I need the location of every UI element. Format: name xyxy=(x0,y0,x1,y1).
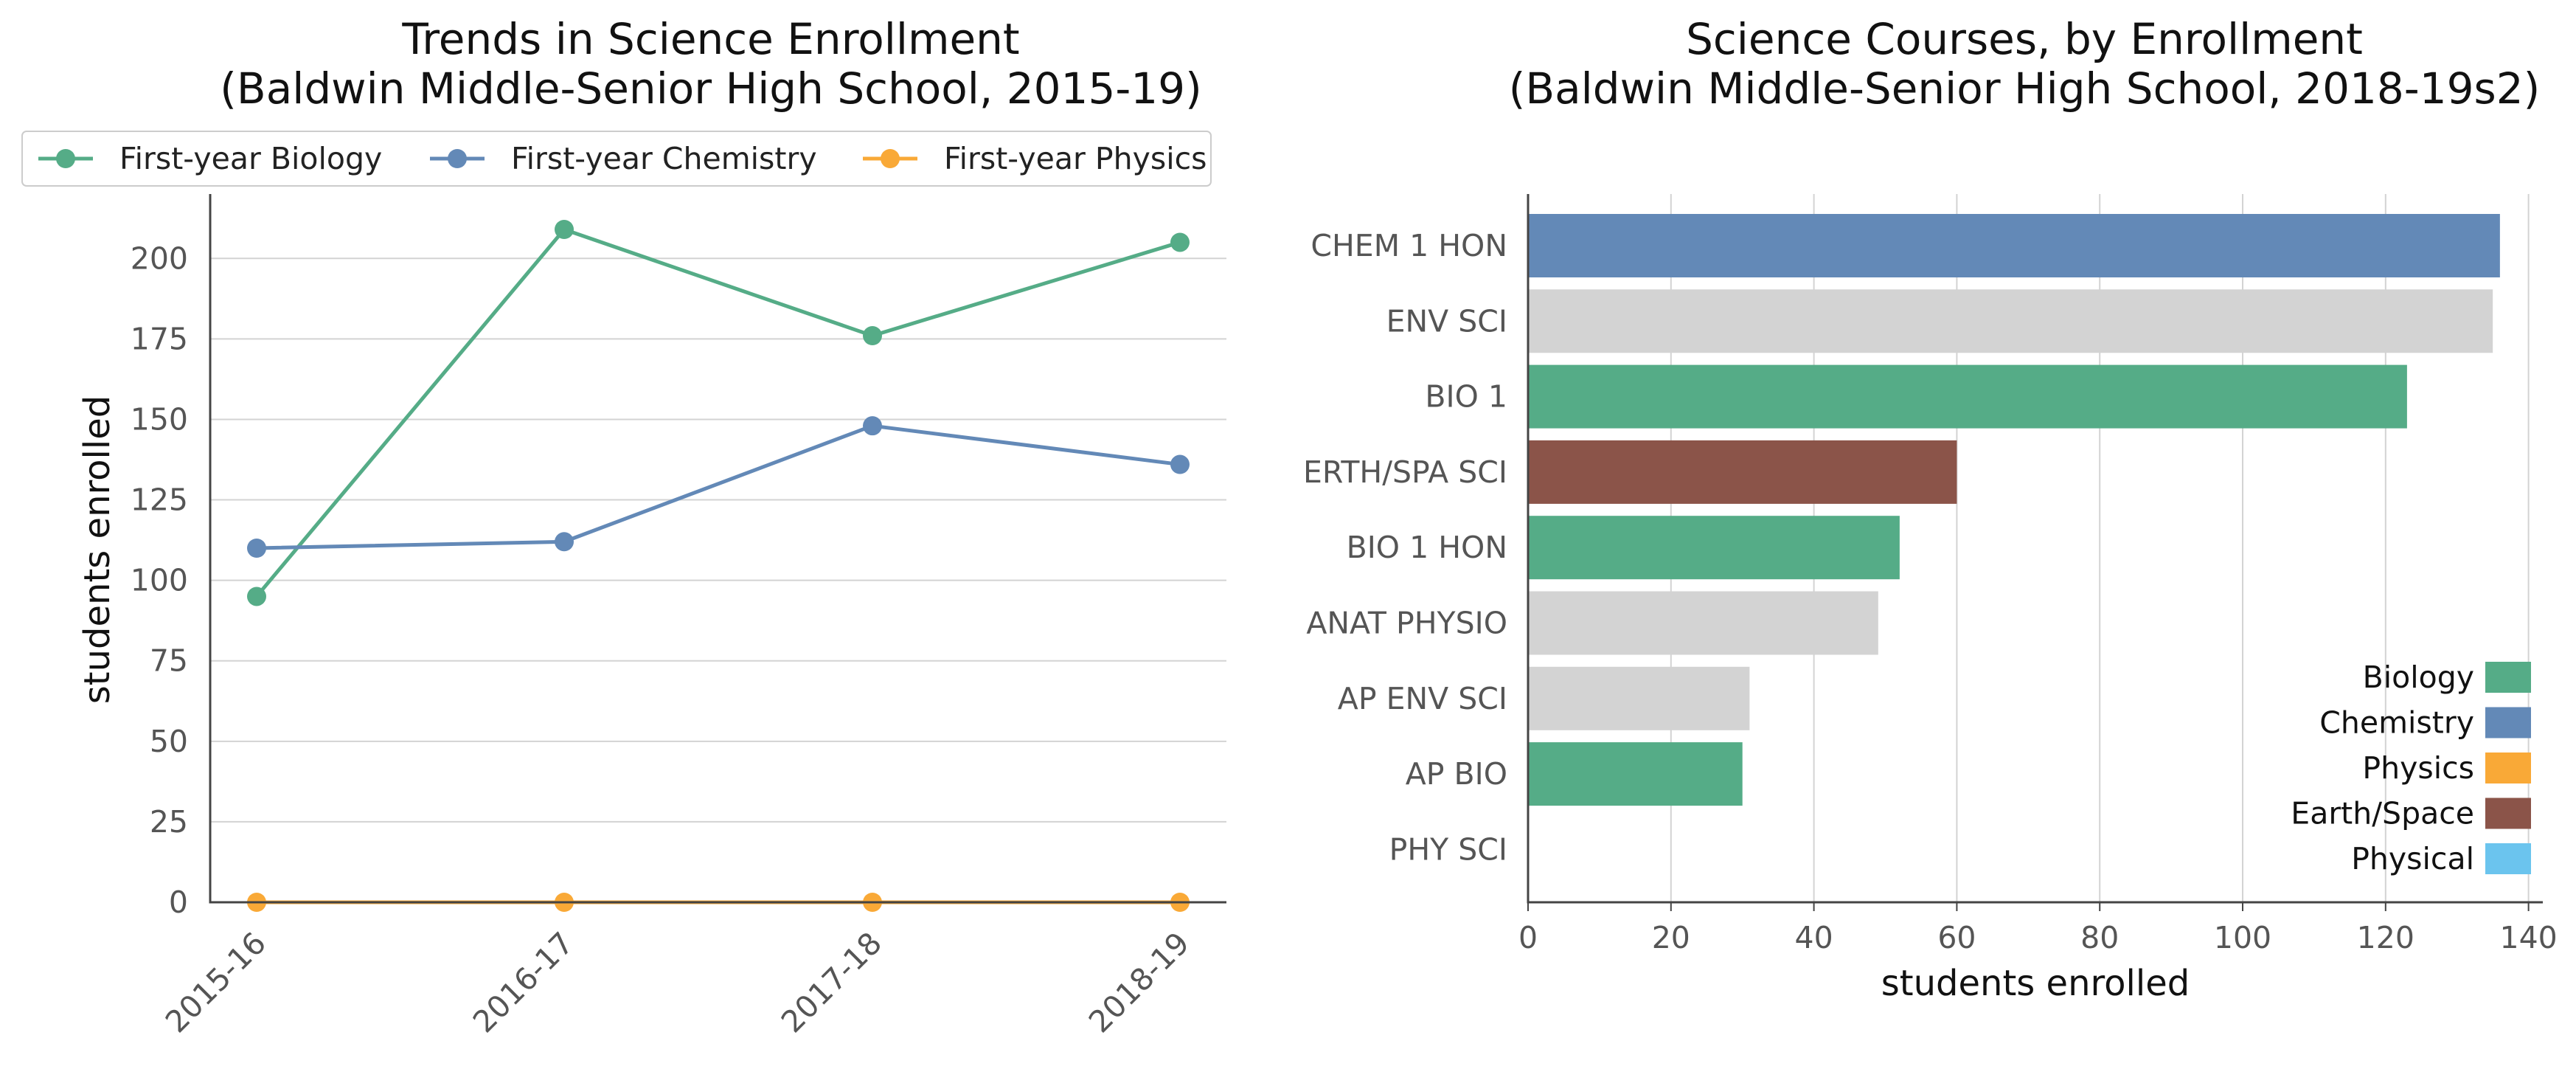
y-tick-label: 25 xyxy=(150,804,188,840)
legend-label: First-year Physics xyxy=(944,141,1207,176)
bar-chart-title-line-1: Science Courses, by Enrollment xyxy=(1686,14,2363,64)
legend-marker-first-year-chemistry xyxy=(448,149,467,168)
x-tick-label: 2015-16 xyxy=(159,925,273,1039)
data-point-first-year-biology xyxy=(1170,232,1190,252)
data-point-first-year-biology xyxy=(555,220,574,239)
legend-swatch-physics xyxy=(2485,753,2531,783)
line-chart: Trends in Science Enrollment (Baldwin Mi… xyxy=(21,14,1226,1039)
line-chart-title-line-1: Trends in Science Enrollment xyxy=(401,14,1019,64)
line-chart-series xyxy=(247,220,1190,912)
x-tick-label: 20 xyxy=(1652,920,1690,955)
bar-bio-1 xyxy=(1528,364,2407,429)
legend-label: Earth/Space xyxy=(2291,796,2474,831)
y-tick-label: 175 xyxy=(131,321,188,356)
x-tick-label: 80 xyxy=(2080,920,2119,955)
line-chart-y-ticks: 0 25 50 75 100 125 150 175 200 xyxy=(131,241,188,920)
legend-swatch-physical xyxy=(2485,843,2531,874)
legend-frame xyxy=(21,131,1212,187)
data-point-first-year-biology xyxy=(247,587,266,606)
category-label: ENV SCI xyxy=(1386,303,1507,339)
bar-chart-x-axis-label: students enrolled xyxy=(1881,963,2190,1004)
bar-ap-bio xyxy=(1528,742,1743,806)
bar-chart-axes xyxy=(1527,194,2543,904)
legend-label: First-year Chemistry xyxy=(511,141,817,176)
y-tick-label: 200 xyxy=(131,241,188,276)
line-chart-title-line-2: (Baldwin Middle-Senior High School, 2015… xyxy=(220,63,1201,114)
line-chart-gridlines xyxy=(210,257,1226,823)
x-tick-label: 2018-19 xyxy=(1082,925,1196,1039)
legend-swatch-earth-space xyxy=(2485,798,2531,829)
category-label: AP ENV SCI xyxy=(1338,681,1507,716)
legend-swatch-biology xyxy=(2485,662,2531,693)
category-label: CHEM 1 HON xyxy=(1310,228,1507,263)
y-tick-label: 150 xyxy=(131,401,188,437)
bar-chart-legend: Biology Chemistry Physics Earth/Space Physic… xyxy=(2291,660,2531,876)
line-chart-x-ticks: 2015-16 2016-17 2017-18 2018-19 xyxy=(159,902,1196,1039)
category-label: PHY SCI xyxy=(1389,831,1507,867)
y-tick-label: 75 xyxy=(150,643,188,679)
legend-marker-first-year-biology xyxy=(56,149,75,168)
category-label: BIO 1 xyxy=(1425,379,1507,415)
legend-marker-first-year-physics xyxy=(881,149,900,168)
legend-swatch-chemistry xyxy=(2485,707,2531,738)
bar-chart: Science Courses, by Enrollment (Baldwin … xyxy=(1303,14,2558,1004)
bar-chart-title-line-2: (Baldwin Middle-Senior High School, 2018… xyxy=(1509,63,2541,114)
y-tick-label: 125 xyxy=(131,482,188,518)
x-tick-label: 0 xyxy=(1518,920,1538,955)
bar-chart-category-labels: CHEM 1 HON ENV SCI BIO 1 ERTH/SPA SCI BIO 1 … xyxy=(1303,228,1507,867)
data-point-first-year-chemistry xyxy=(863,416,882,436)
category-label: ERTH/SPA SCI xyxy=(1303,454,1507,490)
category-label: ANAT PHYSIO xyxy=(1306,606,1507,641)
data-point-first-year-chemistry xyxy=(1170,454,1190,474)
y-tick-label: 100 xyxy=(131,563,188,598)
line-chart-axes xyxy=(209,194,1226,904)
data-point-first-year-chemistry xyxy=(555,532,574,552)
bar-chart-x-ticks: 0 20 40 60 80 100 120 140 xyxy=(1518,902,2558,955)
legend-label: Physics xyxy=(2362,750,2474,786)
category-label: AP BIO xyxy=(1406,756,1507,792)
x-tick-label: 2017-18 xyxy=(774,925,889,1039)
legend-label: Physical xyxy=(2351,841,2474,876)
bar-chart-bars xyxy=(1528,214,2500,806)
y-tick-label: 0 xyxy=(169,885,188,920)
x-tick-label: 120 xyxy=(2357,920,2414,955)
bar-chem-1-hon xyxy=(1528,214,2500,277)
bar-bio-1-hon xyxy=(1528,516,1900,580)
series-line-first-year-chemistry xyxy=(256,423,1181,550)
bar-erth-spa-sci xyxy=(1528,440,1957,504)
legend-label: Chemistry xyxy=(2319,705,2474,741)
series-line-first-year-biology xyxy=(255,227,1181,598)
bar-ap-env-sci xyxy=(1528,666,1750,730)
legend-label: First-year Biology xyxy=(119,141,382,176)
legend-label: Biology xyxy=(2363,660,2474,695)
data-point-first-year-chemistry xyxy=(247,539,266,558)
y-tick-label: 50 xyxy=(150,724,188,759)
x-tick-label: 100 xyxy=(2214,920,2271,955)
bar-anat-physio xyxy=(1528,591,1878,655)
line-chart-y-axis-label: students enrolled xyxy=(77,395,118,704)
x-tick-label: 140 xyxy=(2499,920,2557,955)
line-chart-legend: First-year Biology First-year Chemistry Fi… xyxy=(21,131,1212,187)
data-point-first-year-biology xyxy=(863,326,882,345)
category-label: BIO 1 HON xyxy=(1347,530,1507,565)
bar-env-sci xyxy=(1528,289,2493,353)
x-tick-label: 40 xyxy=(1795,920,1833,955)
x-tick-label: 60 xyxy=(1937,920,1976,955)
x-tick-label: 2016-17 xyxy=(466,925,580,1039)
